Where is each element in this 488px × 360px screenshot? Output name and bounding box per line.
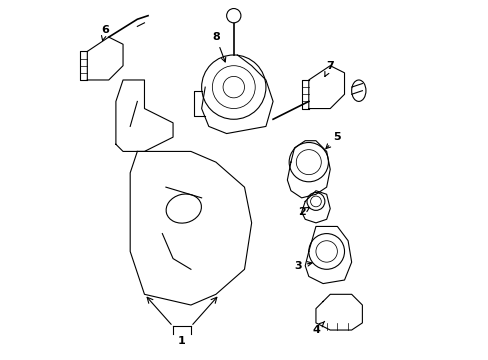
Text: 3: 3 (294, 261, 311, 271)
Polygon shape (308, 66, 344, 109)
Text: 8: 8 (212, 32, 225, 62)
Circle shape (226, 9, 241, 23)
Polygon shape (287, 141, 329, 198)
Text: 6: 6 (101, 25, 109, 41)
Text: 5: 5 (325, 132, 341, 149)
Polygon shape (130, 152, 251, 305)
Text: 4: 4 (311, 321, 324, 335)
Polygon shape (315, 294, 362, 330)
Polygon shape (305, 226, 351, 284)
Text: 2: 2 (297, 207, 309, 217)
Polygon shape (301, 191, 329, 223)
Polygon shape (87, 37, 123, 80)
Text: 7: 7 (324, 61, 333, 76)
Text: 1: 1 (178, 336, 185, 346)
